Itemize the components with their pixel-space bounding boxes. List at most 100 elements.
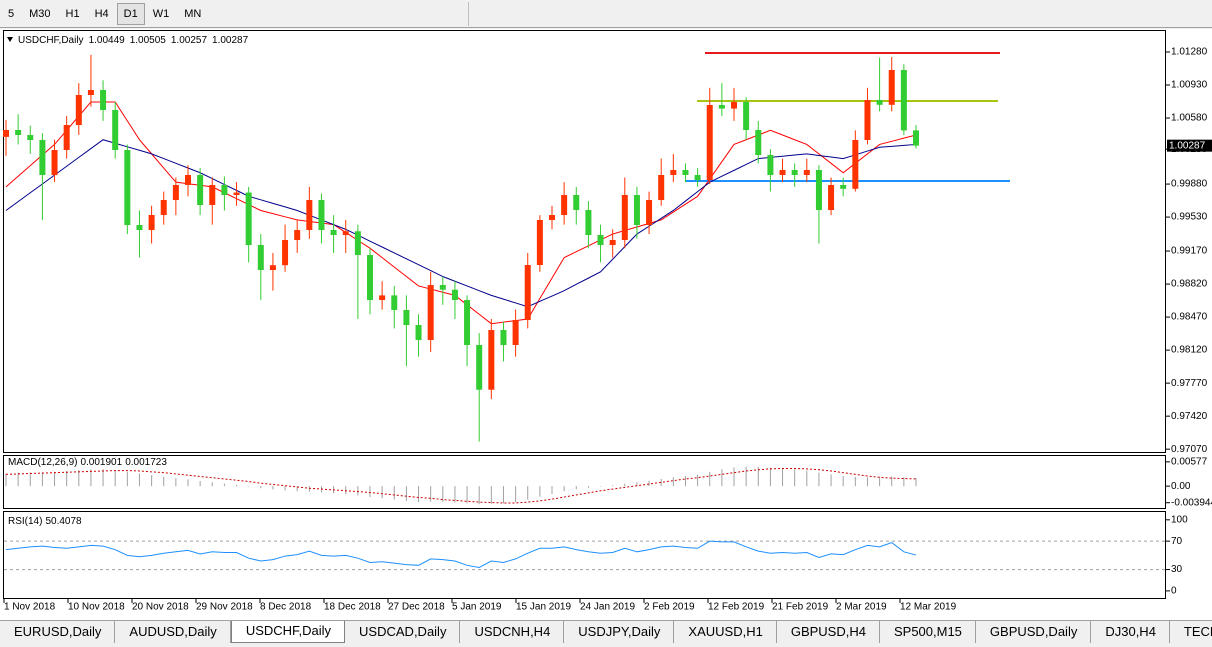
rsi-panel-frame: [3, 511, 1166, 599]
y-tick-label: 0.00: [1171, 481, 1191, 492]
candle-body: [112, 110, 119, 151]
macd-header: MACD(12,26,9) 0.001901 0.001723: [8, 457, 167, 468]
chart-tab[interactable]: GBPUSD,Daily: [976, 621, 1092, 643]
candle-body: [524, 265, 531, 321]
macd-value: 0.001901: [80, 457, 122, 468]
candle-body: [379, 295, 386, 301]
x-tick-label: 27 Dec 2018: [388, 602, 445, 613]
candle-body: [306, 200, 313, 231]
candle-body: [136, 225, 143, 231]
timeframe-button[interactable]: H4: [94, 7, 109, 20]
candle-body: [318, 200, 325, 231]
timeframe-toolbar: 5 M30 H1 H4 D1 W1 MN: [0, 0, 1212, 28]
candle-body: [536, 220, 543, 266]
candle-body: [913, 130, 919, 146]
y-tick-label: 0.99530: [1171, 212, 1208, 223]
candle-body: [160, 200, 167, 216]
timeframe-button[interactable]: H1: [65, 7, 80, 20]
candle-body: [367, 255, 373, 301]
candle-body: [549, 215, 555, 221]
candle-body: [694, 175, 701, 181]
timeframe-button[interactable]: D1: [116, 2, 145, 25]
candle-body: [282, 240, 289, 266]
y-tick-label: 0.97770: [1171, 378, 1208, 389]
rsi-header: RSI(14) 50.4078: [8, 516, 82, 527]
candle-body: [269, 265, 276, 271]
timeframe-button[interactable]: MN: [184, 7, 202, 20]
toolbar-separator: [468, 1, 470, 26]
chart-tab[interactable]: USDJPY,Daily: [564, 621, 675, 643]
candle-body: [718, 105, 725, 109]
candle-body: [791, 170, 798, 176]
candle-body: [233, 192, 240, 196]
candle-body: [731, 101, 737, 109]
rsi-line: [5, 540, 917, 568]
candle-body: [803, 170, 810, 176]
x-tick-label: 18 Dec 2018: [324, 602, 381, 613]
timeframe-button[interactable]: M30: [29, 7, 51, 20]
y-tick-label: 1.00580: [1171, 113, 1208, 124]
candle-body: [87, 90, 94, 96]
x-tick-label: 2 Mar 2019: [836, 602, 887, 613]
y-tick-label: 1.01280: [1171, 47, 1208, 58]
x-tick-label: 5 Jan 2019: [452, 602, 502, 613]
candle-body: [476, 345, 483, 390]
moving-average: [5, 139, 917, 308]
x-tick-label: 29 Nov 2018: [196, 602, 253, 613]
candle-body: [100, 90, 107, 111]
macd-signal: [5, 467, 917, 504]
chart: USDCHF,Daily 1.00449 1.00505 1.00257 1.00287…: [0, 29, 1212, 620]
candle-body: [330, 230, 337, 236]
timeframe-button[interactable]: W1: [152, 7, 170, 20]
current-price-label: 1.00287: [1169, 140, 1206, 151]
candle-body: [415, 325, 422, 341]
candle-body: [148, 215, 155, 231]
symbol-title: USDCHF,Daily: [18, 35, 84, 46]
chart-tab[interactable]: GBPUSD,H4: [777, 621, 880, 643]
timeframe-button[interactable]: 5: [8, 7, 15, 20]
chart-tab[interactable]: USDCHF,Daily: [230, 621, 346, 643]
candle-body: [257, 245, 264, 271]
candle-body: [3, 130, 9, 137]
candle-body: [900, 70, 907, 131]
chart-tab[interactable]: EURUSD,Daily: [0, 621, 116, 643]
candle-body: [840, 185, 847, 189]
y-tick-label: 0: [1171, 586, 1177, 597]
y-tick-label: 30: [1171, 564, 1183, 575]
chart-tab[interactable]: USDCNH,H4: [460, 621, 565, 643]
candle-body: [585, 210, 592, 236]
candle-body: [743, 101, 750, 131]
main-panel-frame: [3, 30, 1166, 453]
candle-body: [621, 195, 628, 241]
candle-body: [427, 285, 434, 341]
candle-body: [864, 100, 871, 141]
chart-tab[interactable]: AUDUSD,Daily: [115, 621, 231, 643]
chart-tab[interactable]: USDCAD,Daily: [345, 621, 461, 643]
y-tick-label: 0.00577: [1171, 456, 1208, 467]
candle-body: [63, 125, 70, 151]
chart-tab[interactable]: XAUUSD,H1: [674, 621, 777, 643]
chart-tab[interactable]: DJ30,H4: [1091, 621, 1170, 643]
candle-body: [573, 195, 580, 211]
chart-background: [0, 29, 1212, 620]
chart-tab[interactable]: TECH100,H1: [1170, 621, 1212, 643]
candle-body: [779, 170, 786, 176]
x-tick-label: 12 Feb 2019: [708, 602, 765, 613]
candle-body: [27, 135, 34, 141]
y-tick-label: 100: [1171, 514, 1188, 525]
candle-body: [197, 175, 204, 206]
x-tick-label: 2 Feb 2019: [644, 602, 695, 613]
candle-body: [245, 192, 252, 246]
y-tick-label: -0.003944: [1171, 497, 1212, 508]
candle-body: [512, 320, 519, 346]
chart-tab[interactable]: SP500,M15: [880, 621, 976, 643]
candle-body: [209, 185, 216, 206]
x-tick-label: 10 Nov 2018: [68, 602, 125, 613]
candle-body: [767, 155, 774, 176]
candle-body: [391, 295, 398, 311]
macd-panel-frame: [3, 455, 1166, 509]
candle-body: [172, 185, 179, 201]
candle-body: [51, 150, 58, 176]
candle-body: [852, 140, 859, 189]
candle-body: [609, 240, 616, 246]
